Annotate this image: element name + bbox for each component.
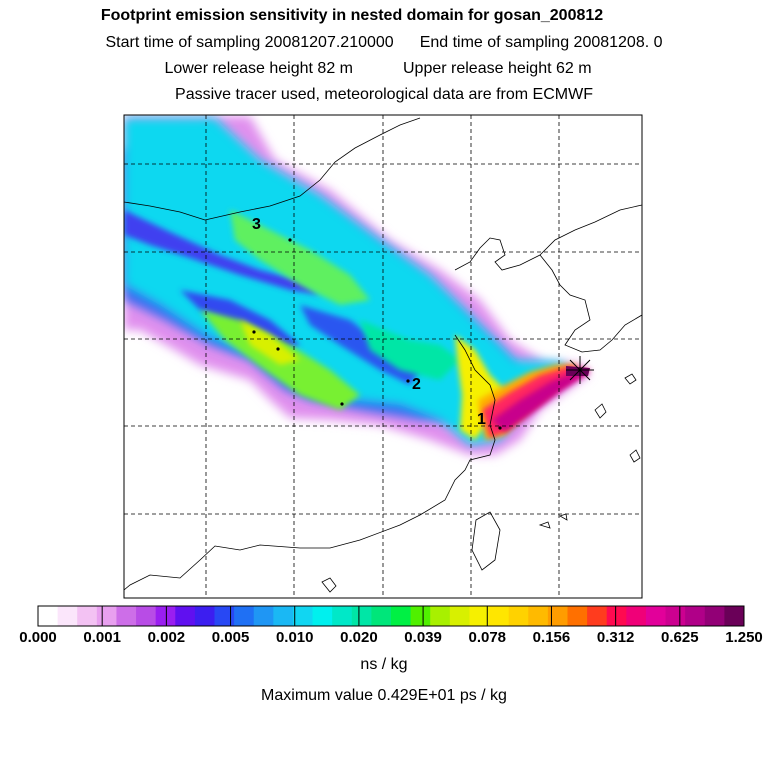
colorbar-swatch <box>508 606 529 626</box>
colorbar-label: 0.625 <box>661 629 699 646</box>
colorbar-swatch <box>410 606 431 626</box>
colorbar-swatch <box>38 606 59 626</box>
colorbar-border <box>37 605 745 627</box>
colorbar-swatch <box>194 606 215 626</box>
release-heights: Lower release height 82 m Upper release h… <box>0 60 762 78</box>
colorbar-swatch <box>547 606 568 626</box>
marker-label-3: 3 <box>252 216 261 233</box>
end-time: End time of sampling 20081208. 0 <box>419 34 663 51</box>
colorbar-swatch <box>391 606 412 626</box>
sensitivity-field <box>124 116 590 455</box>
colorbar-swatch <box>214 606 235 626</box>
colorbar-swatch <box>469 606 490 626</box>
colorbar-label: 0.078 <box>468 629 507 646</box>
colorbar-swatch <box>645 606 667 626</box>
colorbar-label: 0.010 <box>275 629 314 646</box>
colorbar-label: 0.002 <box>147 629 186 646</box>
colorbar-swatch <box>724 606 745 626</box>
lower-release-height: Lower release height 82 m <box>164 60 353 77</box>
colorbar-swatch <box>685 606 706 626</box>
colorbar-swatch <box>449 606 470 626</box>
colorbar-label: 1.250 <box>725 629 763 646</box>
tracer-info: Passive tracer used, meteorological data… <box>175 86 593 103</box>
units-label: ns / kg <box>360 656 408 673</box>
colorbar-swatch <box>665 606 686 626</box>
colorbar-label: 0.005 <box>211 629 250 646</box>
star-icon <box>566 356 594 384</box>
colorbar-swatch <box>312 606 333 626</box>
colorbar-swatch <box>371 606 392 626</box>
upper-release-height: Upper release height 62 m <box>403 60 592 77</box>
colorbar-swatch <box>626 606 647 626</box>
colorbar-swatch <box>234 606 255 626</box>
colorbar-swatch <box>273 606 294 626</box>
colorbar-swatch <box>57 606 78 626</box>
colorbar-swatch <box>704 606 725 626</box>
colorbar-swatch <box>155 606 176 626</box>
colorbar-swatch <box>430 606 451 626</box>
marker-label-1: 1 <box>477 411 486 428</box>
map-frame <box>123 114 643 599</box>
colorbar-label: 0.020 <box>340 629 378 646</box>
colorbar-swatch <box>96 606 117 626</box>
colorbar <box>37 605 745 627</box>
maximum-value: Maximum value 0.429E+01 ps / kg <box>261 687 507 704</box>
colorbar-swatch <box>77 606 98 626</box>
colorbar-swatch <box>489 606 510 626</box>
colorbar-label: 0.156 <box>532 629 571 646</box>
colorbar-swatch <box>528 606 549 626</box>
colorbar-swatch <box>332 606 353 626</box>
colorbar-swatch <box>136 606 157 626</box>
plot-title: Footprint emission sensitivity in nested… <box>100 7 604 24</box>
colorbar-swatch <box>351 606 372 626</box>
colorbar-swatch <box>587 606 608 626</box>
cluster-points <box>252 238 502 430</box>
start-time: Start time of sampling 20081207.210000 <box>105 34 394 51</box>
colorbar-swatch <box>253 606 274 626</box>
colorbar-swatch <box>116 606 137 626</box>
colorbar-swatch <box>175 606 196 626</box>
sampling-times: Start time of sampling 20081207.210000 En… <box>0 34 768 52</box>
colorbar-label: 0.000 <box>19 629 57 646</box>
colorbar-label: 0.312 <box>596 629 635 646</box>
coastlines <box>124 117 642 593</box>
colorbar-swatch <box>292 606 314 626</box>
colorbar-swatch <box>567 606 588 626</box>
colorbar-label: 0.039 <box>404 629 442 646</box>
marker-label-2: 2 <box>412 376 421 393</box>
graticule <box>124 115 642 598</box>
colorbar-swatch <box>606 606 627 626</box>
colorbar-label: 0.001 <box>83 629 121 646</box>
